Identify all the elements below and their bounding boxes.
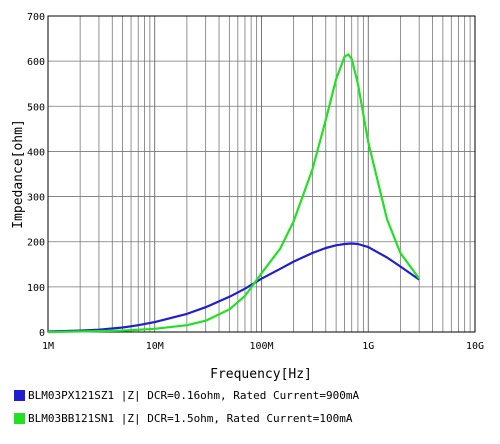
x-tick-label: 10G (466, 341, 484, 352)
y-tick-label: 0 (39, 328, 45, 339)
legend-swatch-blue (14, 390, 25, 401)
x-tick-label: 1M (42, 341, 54, 352)
plot-frame (47, 15, 476, 333)
x-tick-label: 100M (249, 341, 273, 352)
y-tick-label: 300 (27, 193, 45, 204)
grid-lines (48, 16, 475, 332)
legend-item-blm03px121sz1: BLM03PX121SZ1 |Z| DCR=0.16ohm, Rated Cur… (14, 389, 359, 402)
legend-label: BLM03BB121SN1 |Z| DCR=1.5ohm, Rated Curr… (28, 412, 353, 425)
y-tick-label: 100 (27, 283, 45, 294)
x-tick-label: 10M (146, 341, 164, 352)
legend-item-blm03bb121sn1: BLM03BB121SN1 |Z| DCR=1.5ohm, Rated Curr… (14, 412, 353, 425)
y-tick-label: 500 (27, 102, 45, 113)
legend-label: BLM03PX121SZ1 |Z| DCR=0.16ohm, Rated Cur… (28, 389, 360, 402)
x-tick-labels: 1M 10M 100M 1G 10G (42, 341, 484, 352)
series-lines (47, 53, 421, 334)
series-line-blm03bb121sn1 (47, 53, 421, 334)
y-tick-label: 600 (27, 57, 45, 68)
y-tick-label: 400 (27, 147, 45, 158)
y-axis-title: Impedance[ohm] (11, 119, 26, 229)
x-tick-label: 1G (362, 341, 374, 352)
y-tick-labels: 0 100 200 300 400 500 600 700 (27, 12, 45, 339)
y-tick-label: 700 (27, 12, 45, 23)
series-line-blm03px121sz1 (47, 242, 420, 333)
x-axis-title: Frequency[Hz] (210, 367, 312, 382)
legend-swatch-green (14, 413, 25, 424)
y-tick-label: 200 (27, 238, 45, 249)
